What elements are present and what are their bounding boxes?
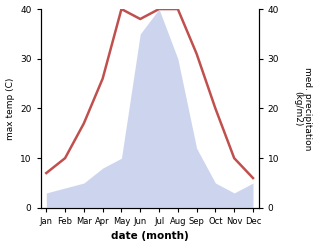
Y-axis label: med. precipitation
(kg/m2): med. precipitation (kg/m2) — [293, 67, 313, 150]
Y-axis label: max temp (C): max temp (C) — [5, 77, 15, 140]
X-axis label: date (month): date (month) — [111, 231, 189, 242]
